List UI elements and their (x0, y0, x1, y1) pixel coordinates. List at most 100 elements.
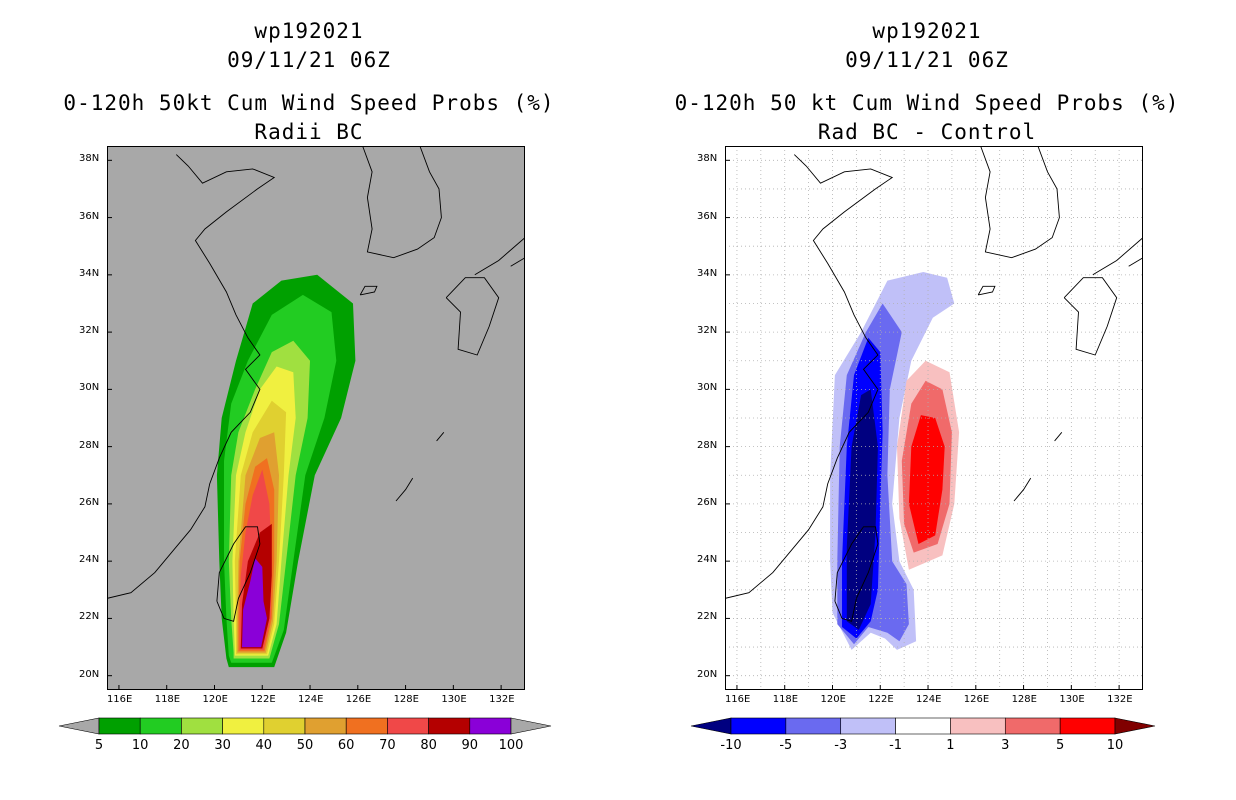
right-colorbar-label: -5 (779, 738, 793, 753)
right-lon-label: 120E (820, 694, 846, 705)
left-colorbar-label: 50 (296, 738, 314, 753)
right-lon-label: 116E (724, 694, 751, 705)
left-lat-label: 26N (79, 496, 100, 508)
right-lat-label: 20N (697, 668, 718, 680)
left-colorbar-label: 70 (379, 738, 396, 753)
right-lat-label: 36N (697, 210, 718, 222)
right-colorbar-label: -1 (889, 738, 903, 753)
right-lon-label: 128E (1011, 694, 1037, 705)
left-colorbar-swatch (263, 717, 306, 735)
right-lat-label: 22N (697, 611, 718, 623)
left-storm-id: wp192021 (254, 19, 364, 43)
left-colorbar-swatch (181, 717, 223, 735)
right-lat-label: 26N (697, 496, 718, 508)
left-lat-label: 22N (79, 611, 100, 623)
left-lat-label: 36N (79, 210, 100, 222)
right-coastline-0 (725, 154, 894, 599)
right-lon-label: 126E (963, 694, 990, 705)
right-colorbar-swatch (1004, 717, 1061, 735)
left-colorbar-label: 90 (461, 738, 479, 753)
right-lat-label: 24N (697, 554, 718, 566)
right-colorbar (690, 717, 1156, 735)
left-lon-label: 126E (345, 694, 372, 705)
left-colorbar-swatch (98, 717, 141, 735)
left-chart-title: 0-120h 50kt Cum Wind Speed Probs (%) (63, 91, 555, 115)
left-lon-label: 124E (298, 694, 324, 705)
right-colorbar-label: 1 (946, 738, 955, 753)
left-colorbar-swatch (222, 717, 265, 735)
right-lon-label: 132E (1107, 694, 1133, 705)
right-colorbar-label: 3 (1001, 738, 1010, 753)
right-colorbar-label: -10 (720, 738, 742, 753)
left-lon-label: 118E (154, 694, 181, 705)
left-coastline-2 (216, 526, 261, 622)
left-coastline-5 (510, 257, 525, 267)
left-lon-label: 132E (489, 694, 515, 705)
right-lon-label: 122E (868, 694, 894, 705)
right-datetime: 09/11/21 06Z (845, 48, 1009, 72)
left-colorbar-label: 100 (498, 738, 524, 753)
right-colorbar-swatch (840, 717, 896, 735)
left-lat-label: 30N (79, 382, 100, 394)
left-coastline-7 (436, 432, 445, 442)
left-colorbar-left-arrow (58, 717, 100, 735)
left-lon-label: 128E (393, 694, 419, 705)
right-chart-title: 0-120h 50 kt Cum Wind Speed Probs (%) (674, 91, 1180, 115)
left-colorbar-swatch (304, 717, 347, 735)
left-lon-label: 116E (106, 694, 133, 705)
left-lat-label: 24N (79, 554, 100, 566)
right-coastline-6 (1013, 477, 1032, 502)
right-lat-label: 30N (697, 382, 718, 394)
left-lon-label: 130E (441, 694, 467, 705)
right-coastline-2 (834, 526, 879, 622)
left-colorbar-swatch (139, 717, 182, 735)
right-lat-label: 32N (697, 325, 718, 337)
right-lat-label: 38N (697, 153, 718, 165)
left-map-frame (107, 146, 525, 690)
right-contour-neg10 (846, 389, 878, 630)
right-colorbar-swatch (730, 717, 787, 735)
left-colorbar-swatch (387, 717, 429, 735)
left-colorbar-label: 40 (255, 738, 273, 753)
left-lon-label: 122E (250, 694, 276, 705)
left-colorbar-label: 20 (173, 738, 190, 753)
left-lon-label: 120E (202, 694, 228, 705)
left-lat-label: 32N (79, 325, 100, 337)
right-colorbar-swatch (895, 717, 951, 735)
right-coastline-1 (980, 146, 1060, 259)
left-probability-map (107, 146, 525, 690)
right-colorbar-swatch (785, 717, 842, 735)
left-panel: wp192021 09/11/21 06Z 0-120h 50kt Cum Wi… (58, 19, 555, 753)
left-coastline-4 (474, 237, 525, 276)
left-contour-90 (242, 558, 267, 648)
left-colorbar-swatch (428, 717, 471, 735)
right-coastline-5 (1128, 257, 1143, 267)
right-coastline-7 (1054, 432, 1063, 442)
right-colorbar-label: 5 (1056, 738, 1065, 753)
right-panel: wp192021 09/11/21 06Z 0-120h 50 kt Cum W… (618, 0, 1236, 800)
left-colorbar-label: 60 (337, 738, 355, 753)
right-lat-label: 28N (697, 439, 718, 451)
right-colorbar-swatch (950, 717, 1006, 735)
right-colorbar-left-arrow (690, 717, 732, 735)
left-coastline-3 (445, 277, 500, 356)
left-lat-label: 20N (79, 668, 100, 680)
right-coastline-8 (977, 285, 996, 296)
right-chart-subtitle: Rad BC - Control (817, 120, 1037, 144)
left-colorbar-label: 5 (94, 738, 104, 753)
left-lat-label: 38N (79, 153, 100, 165)
left-colorbar (58, 717, 552, 735)
left-colorbar-label: 30 (214, 738, 231, 753)
right-contour-5 (908, 415, 945, 544)
right-lon-label: 118E (772, 694, 799, 705)
left-colorbar-swatch (469, 717, 512, 735)
left-chart-subtitle: Radii BC (254, 120, 364, 144)
right-difference-map (725, 146, 1143, 690)
left-datetime: 09/11/21 06Z (227, 48, 391, 72)
left-coastline-0 (107, 154, 276, 599)
left-colorbar-right-arrow (510, 717, 552, 735)
left-coastline-1 (362, 146, 442, 259)
left-colorbar-label: 10 (131, 738, 149, 753)
right-colorbar-label: 10 (1106, 738, 1124, 753)
right-storm-id: wp192021 (872, 19, 982, 43)
